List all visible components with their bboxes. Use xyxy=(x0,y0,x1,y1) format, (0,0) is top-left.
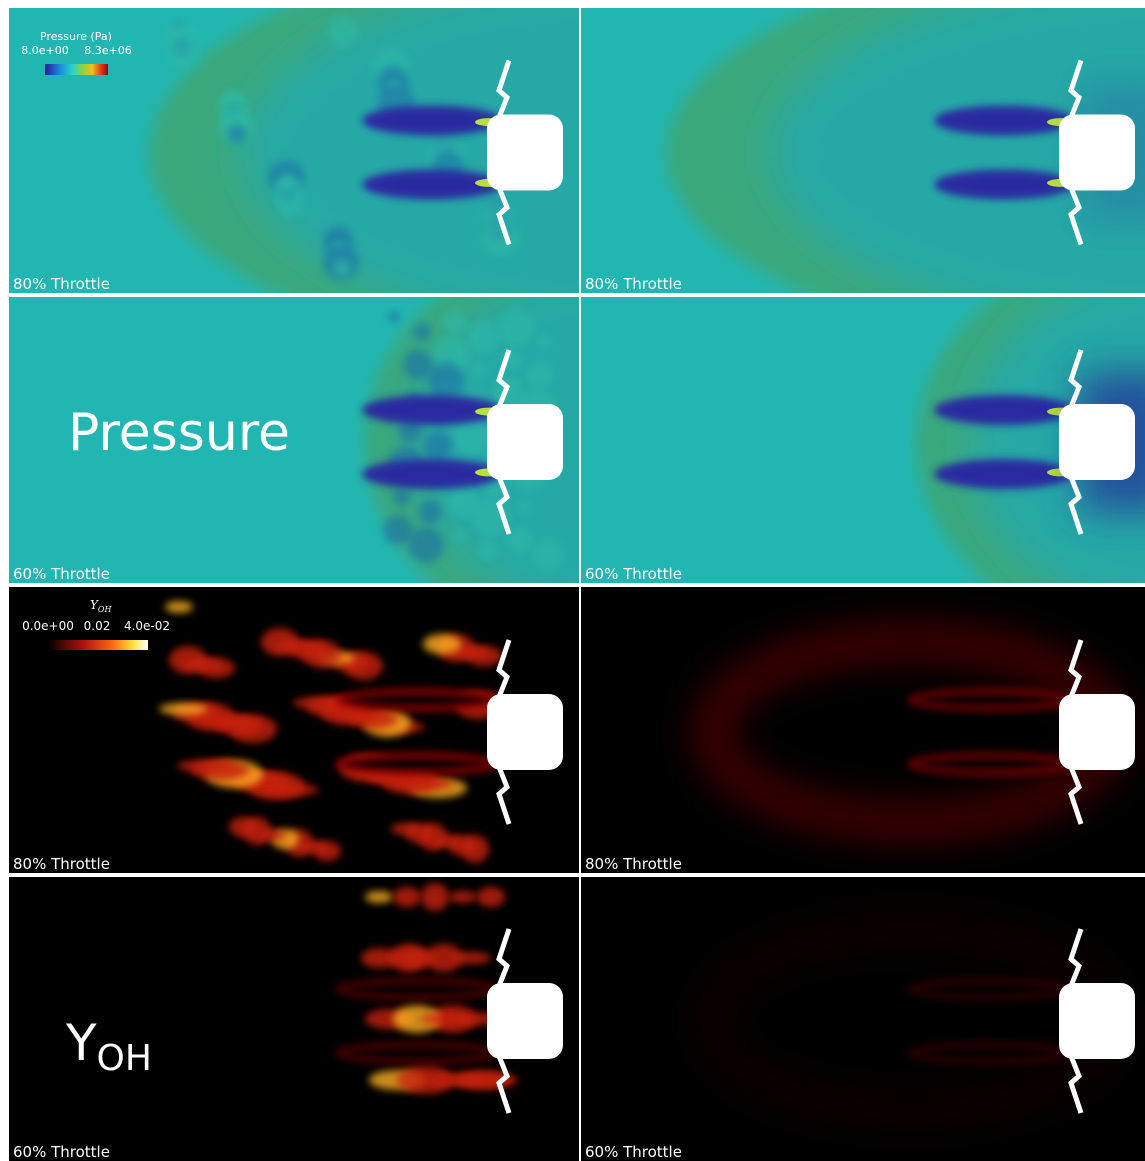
turbulence xyxy=(383,515,413,545)
turbulence xyxy=(403,350,433,380)
colorbar-tick-label: 4.0e-02 xyxy=(124,619,170,633)
page: 80% Throttle 80% Throttle 60% Throttle 60% … xyxy=(0,0,1145,1161)
panel-label: 80% Throttle xyxy=(13,275,110,293)
panel-label: 60% Throttle xyxy=(585,565,682,583)
panel-label: 60% Throttle xyxy=(13,565,110,583)
engine xyxy=(1059,983,1135,1059)
plume-edge xyxy=(909,690,1069,710)
section-label-sub: OH xyxy=(97,1038,152,1079)
flame xyxy=(169,646,207,674)
colorbar xyxy=(45,64,108,75)
turbulence xyxy=(408,527,444,563)
plume-edge xyxy=(337,754,497,774)
turbulence xyxy=(278,193,302,217)
flame xyxy=(389,944,427,972)
panel: 60% Throttle xyxy=(581,877,1145,1161)
turbulence xyxy=(473,364,485,376)
figure: 80% Throttle 80% Throttle 60% Throttle 60% … xyxy=(0,0,1145,1161)
turbulence xyxy=(453,529,465,541)
colorbar-label: 8.0e+00 xyxy=(21,44,68,57)
flame xyxy=(165,601,193,613)
turbulence xyxy=(538,336,550,348)
turbulence xyxy=(413,323,431,341)
panel-label: 80% Throttle xyxy=(585,275,682,293)
flame xyxy=(365,891,393,903)
turbulence xyxy=(528,363,552,387)
section-label: Pressure xyxy=(68,403,290,463)
turbulence xyxy=(448,487,478,517)
engine xyxy=(1059,115,1135,191)
turbulence xyxy=(478,541,496,559)
turbulence xyxy=(518,501,530,513)
turbulence xyxy=(228,125,246,143)
colorbar-title-sub: OH xyxy=(98,605,113,614)
turbulence xyxy=(388,311,400,323)
plume-edge xyxy=(909,1043,1069,1063)
turbulence xyxy=(468,322,498,352)
engine xyxy=(487,983,563,1059)
panel: 60% Throttle xyxy=(581,236,1145,648)
flame xyxy=(293,697,341,709)
flame xyxy=(477,887,505,907)
colorbar-tick-label: 0.0e+00 xyxy=(22,619,74,633)
flame xyxy=(391,823,419,835)
colorbar xyxy=(48,640,148,650)
turbulence xyxy=(443,310,467,334)
flame xyxy=(229,817,257,837)
plume-edge xyxy=(337,1043,497,1063)
plume-edge xyxy=(337,979,497,999)
plume-edge xyxy=(909,979,1069,999)
turbulence xyxy=(178,57,190,69)
flame xyxy=(449,891,477,903)
panel-label: 60% Throttle xyxy=(585,1143,682,1161)
engine xyxy=(487,694,563,770)
turbulence xyxy=(418,500,442,524)
turbulence xyxy=(428,362,464,398)
flame xyxy=(421,883,449,911)
colorbar-tick-label: 0.02 xyxy=(84,619,111,633)
plume-edge xyxy=(909,754,1069,774)
turbulence xyxy=(423,431,453,461)
turbulence xyxy=(498,309,534,345)
plume-edge xyxy=(337,690,497,710)
flame xyxy=(423,634,461,654)
turbulence xyxy=(328,16,358,46)
panel-label: 80% Throttle xyxy=(13,855,110,873)
flame xyxy=(261,628,299,656)
colorbar-label: 8.3e+06 xyxy=(84,44,131,57)
flame xyxy=(159,703,207,715)
engine xyxy=(1059,694,1135,770)
turbulence xyxy=(533,540,563,570)
turbulence xyxy=(333,260,351,278)
turbulence xyxy=(493,378,523,408)
panel: 80% Throttle xyxy=(581,587,1145,873)
turbulence xyxy=(508,528,532,552)
turbulence xyxy=(393,488,411,506)
flame xyxy=(453,952,491,964)
engine xyxy=(1059,404,1135,480)
flame xyxy=(393,887,421,907)
engine xyxy=(487,115,563,191)
flame xyxy=(421,1013,469,1025)
colorbar-title: Pressure (Pa) xyxy=(40,30,112,43)
engine xyxy=(487,404,563,480)
panel-label: 80% Throttle xyxy=(585,855,682,873)
section-label-main: Y xyxy=(65,1014,97,1072)
panel-label: 60% Throttle xyxy=(13,1143,110,1161)
flame xyxy=(177,760,235,772)
